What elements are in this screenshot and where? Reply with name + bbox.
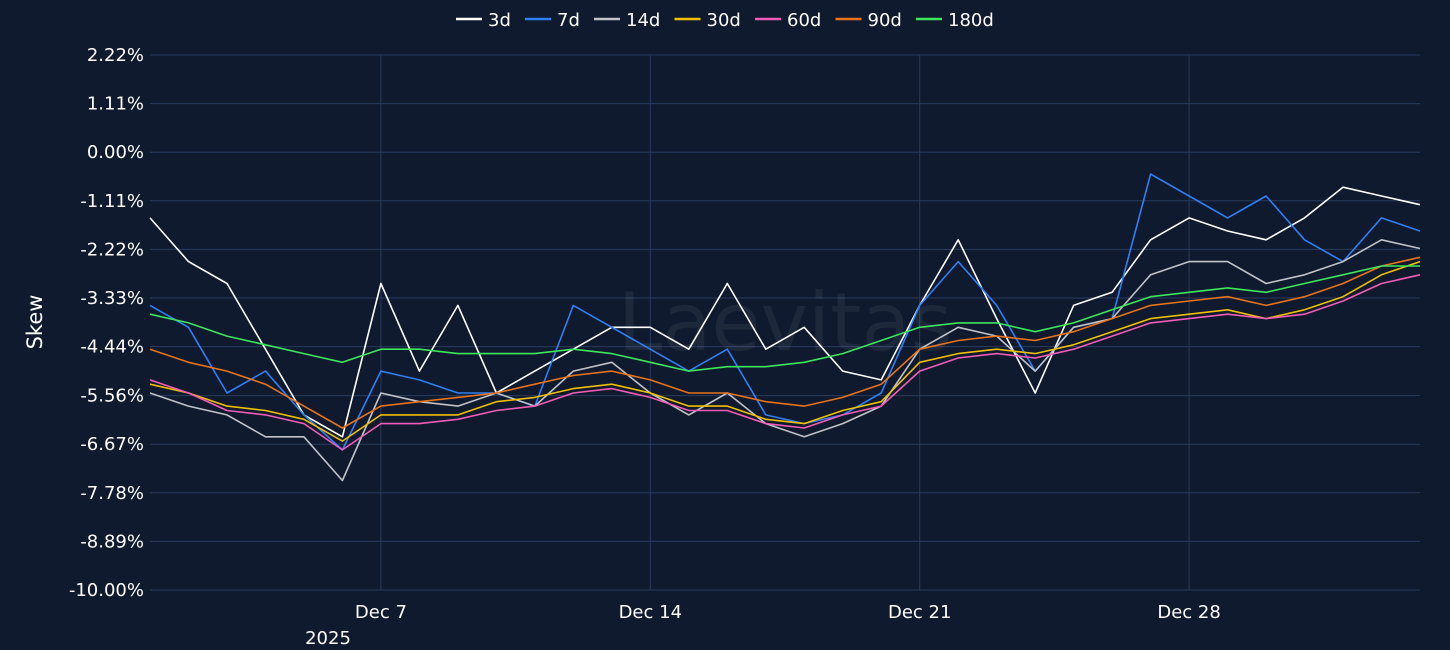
legend-label: 7d bbox=[557, 10, 580, 31]
y-tick-label: -1.11% bbox=[80, 191, 144, 212]
series-line-3d bbox=[149, 186, 1421, 438]
legend-item-14d[interactable]: 14d bbox=[594, 10, 660, 31]
grid-layer bbox=[150, 54, 1420, 591]
y-tick-label: 0.00% bbox=[87, 142, 144, 163]
x-tick-label: Dec 21 bbox=[888, 602, 951, 623]
x-axis: Dec 7 Dec 14 Dec 21 Dec 28 bbox=[355, 602, 1221, 623]
series-line-60d bbox=[149, 274, 1421, 451]
legend-label: 14d bbox=[626, 10, 660, 31]
legend-label: 60d bbox=[787, 10, 821, 31]
y-tick-label: -3.33% bbox=[80, 288, 144, 309]
series-line-30d bbox=[149, 260, 1421, 442]
legend-item-30d[interactable]: 30d bbox=[674, 10, 741, 31]
x-tick-label: Dec 7 bbox=[355, 602, 407, 623]
x-tick-label: Dec 28 bbox=[1157, 602, 1220, 623]
watermark: Laevitas bbox=[618, 276, 952, 369]
legend-label: 180d bbox=[948, 10, 994, 31]
series-line-7d bbox=[149, 173, 1421, 451]
legend-item-180d[interactable]: 180d bbox=[916, 10, 994, 31]
legend: 3d 7d 14d 30d 60d 90d 180d bbox=[456, 10, 994, 31]
legend-label: 3d bbox=[488, 10, 511, 31]
legend-label: 30d bbox=[707, 10, 741, 31]
series-line-180d bbox=[149, 265, 1420, 372]
series-layer bbox=[149, 173, 1421, 482]
y-tick-label: -4.44% bbox=[80, 337, 144, 358]
y-tick-label: -7.78% bbox=[80, 483, 144, 504]
x-tick-label: Dec 14 bbox=[619, 602, 682, 623]
y-axis: 2.22% 1.11% 0.00% -1.11% -2.22% -3.33% -4.44% -… bbox=[69, 45, 144, 601]
legend-label: 90d bbox=[868, 10, 902, 31]
legend-item-90d[interactable]: 90d bbox=[835, 10, 902, 31]
y-axis-title: Skew bbox=[23, 295, 47, 350]
y-tick-label: -2.22% bbox=[80, 239, 144, 260]
legend-item-7d[interactable]: 7d bbox=[525, 10, 580, 31]
y-tick-label: -8.89% bbox=[80, 531, 144, 552]
legend-item-3d[interactable]: 3d bbox=[456, 10, 511, 31]
y-tick-label: -10.00% bbox=[69, 580, 144, 601]
x-year-label: 2025 bbox=[305, 628, 351, 649]
y-tick-label: -5.56% bbox=[80, 386, 144, 407]
legend-item-60d[interactable]: 60d bbox=[755, 10, 821, 31]
y-tick-label: 1.11% bbox=[87, 94, 144, 115]
y-tick-label: 2.22% bbox=[87, 45, 144, 66]
y-tick-label: -6.67% bbox=[80, 434, 144, 455]
series-line-90d bbox=[149, 256, 1421, 429]
